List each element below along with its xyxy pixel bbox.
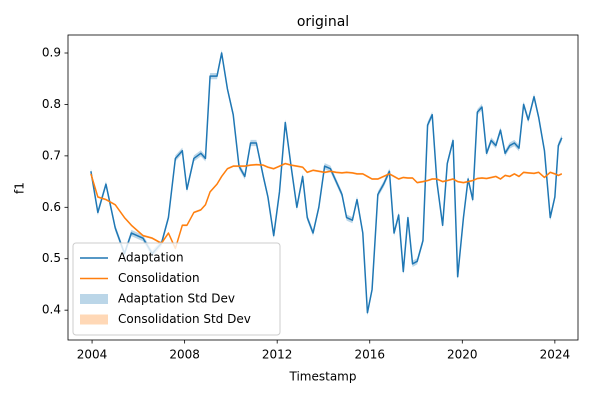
y-axis-label: f1	[13, 182, 27, 194]
y-tick-label: 0.5	[42, 251, 61, 265]
legend-label: Adaptation	[118, 251, 184, 265]
x-tick-label: 2012	[262, 348, 293, 362]
legend-label: Consolidation Std Dev	[118, 312, 251, 326]
y-tick-label: 0.8	[42, 97, 61, 111]
legend-box	[72, 242, 281, 336]
y-tick-label: 0.7	[42, 148, 61, 162]
x-tick-label: 2008	[169, 348, 200, 362]
legend-patch	[80, 314, 108, 325]
legend-label: Adaptation Std Dev	[118, 292, 235, 306]
x-tick-label: 2020	[447, 348, 478, 362]
x-tick-label: 2004	[77, 348, 108, 362]
legend: Adaptation Consolidation Adaptation Std De…	[72, 242, 281, 336]
data-line	[90, 162, 563, 250]
legend-label: Consolidation	[118, 271, 200, 285]
y-tick-label: 0.4	[42, 303, 61, 317]
plot-frame	[67, 34, 579, 341]
chart-title: original	[297, 14, 349, 30]
x-axis-label: Timestamp	[289, 370, 357, 384]
y-tick-label: 0.6	[42, 200, 61, 214]
x-tick-label: 2016	[354, 348, 385, 362]
legend-patch	[80, 294, 108, 304]
y-tick-label: 0.9	[42, 46, 61, 60]
x-tick-label: 2024	[540, 348, 571, 362]
data-line	[90, 52, 563, 314]
